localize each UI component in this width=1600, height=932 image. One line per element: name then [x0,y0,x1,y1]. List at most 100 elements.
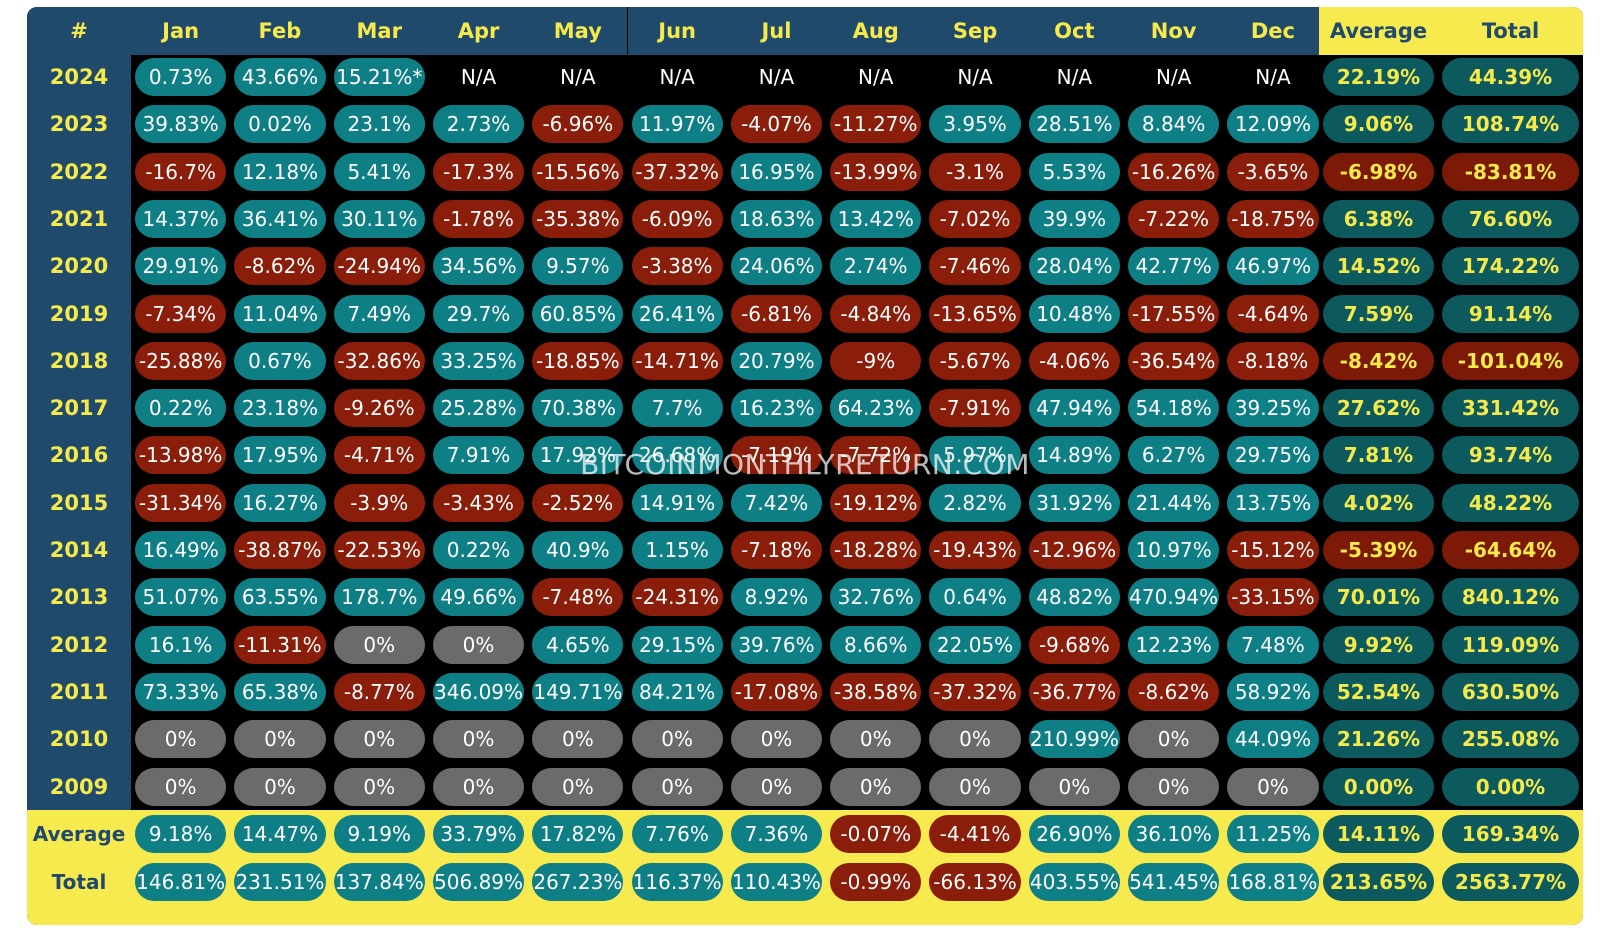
cell-value: 31.92% [1028,483,1120,522]
cell-value: 16.95% [730,152,823,191]
cell-value: 44.09% [1227,720,1319,759]
cell-value: 29.75% [1227,436,1319,475]
cell-value: -66.13% [929,862,1021,901]
cell-value: 231.51% [234,862,326,901]
cell-value: 2563.77% [1442,862,1579,901]
cell-value: -36.54% [1128,341,1220,380]
cell-value: -17.55% [1128,294,1220,333]
cell-value: -83.81% [1442,152,1579,191]
column-header-aug: Aug [826,7,926,55]
cell-value: 36.10% [1128,815,1220,853]
cell-value: -33.15% [1227,578,1319,617]
cell-value: -6.09% [631,199,723,238]
cell-value: 21.44% [1128,483,1220,522]
cell-value: 40.9% [532,531,624,569]
cell-value: 5.41% [333,152,425,191]
cell-value: 26.68% [631,436,723,475]
cell-value: N/A [560,65,596,89]
cell-value: 0.00% [1442,767,1579,806]
cell-value: 169.34% [1442,815,1579,853]
cell-value: 46.97% [1227,247,1319,286]
cell-value: -25.88% [135,341,227,380]
cell-value: 11.25% [1227,815,1319,853]
cell-value: N/A [1255,65,1291,89]
row-label-2016: 2016 [49,443,109,468]
column-header-apr: Apr [428,7,529,55]
row-label-2021: 2021 [49,206,109,231]
cell-value: 840.12% [1442,578,1579,617]
cell-value: 84.21% [631,672,723,711]
cell-value: -4.41% [929,815,1021,853]
cell-value: 60.85% [532,294,624,333]
cell-value: 137.84% [333,862,425,901]
cell-value: 110.43% [730,862,823,901]
cell-value: -31.34% [135,483,227,522]
cell-value: 213.65% [1323,862,1434,901]
cell-value: -3.1% [929,152,1021,191]
cell-value: 7.7% [631,389,723,428]
cell-value: 2.73% [432,105,525,144]
cell-value: 26.41% [631,294,723,333]
cell-value: -8.62% [1128,672,1220,711]
cell-value: 541.45% [1128,862,1220,901]
cell-value: 267.23% [532,862,624,901]
cell-value: 32.76% [830,578,922,617]
cell-value: -22.53% [333,531,425,569]
cell-value: 3.95% [929,105,1021,144]
cell-value: 0% [234,720,326,759]
row-label-2011: 2011 [49,679,109,704]
cell-value: -37.32% [631,152,723,191]
cell-value: 70.01% [1323,578,1434,617]
cell-value: N/A [858,65,894,89]
cell-value: -7.22% [1128,199,1220,238]
column-header-dec: Dec [1223,7,1323,55]
column-header-jun: Jun [627,7,727,55]
cell-value: 2.82% [929,483,1021,522]
cell-value: 4.65% [532,625,624,664]
cell-value: 0% [432,767,525,806]
cell-value: 54.18% [1128,389,1220,428]
cell-value: 0% [830,720,922,759]
cell-value: -4.84% [830,294,922,333]
cell-value: -11.31% [234,625,326,664]
cell-value: -9.26% [333,389,425,428]
cell-value: 0.22% [135,389,227,428]
cell-value: 8.66% [830,625,922,664]
year-column-band [27,55,131,811]
cell-value: 7.36% [730,815,823,853]
row-label-2015: 2015 [49,490,109,515]
cell-value: 36.41% [234,199,326,238]
cell-value: -11.27% [830,105,922,144]
cell-value: -32.86% [333,341,425,380]
cell-value: -4.06% [1028,341,1120,380]
cell-value: 5.53% [1028,152,1120,191]
cell-value: -8.18% [1227,341,1319,380]
column-header-jan: Jan [131,7,231,55]
cell-value: -5.67% [929,341,1021,380]
cell-value: 12.23% [1128,625,1220,664]
cell-value: 15.21%* [333,58,425,96]
row-label-2022: 2022 [49,159,109,184]
cell-value: 0.02% [234,105,326,144]
cell-value: 630.50% [1442,672,1579,711]
cell-value: 29.7% [432,294,525,333]
cell-value: 168.81% [1227,862,1319,901]
cell-value: 58.92% [1227,672,1319,711]
cell-value: -38.58% [830,672,922,711]
cell-value: N/A [460,65,497,89]
cell-value: 7.42% [730,483,823,522]
cell-value: -0.07% [830,815,922,853]
cell-value: 10.97% [1128,531,1220,569]
cell-value: -2.52% [532,483,624,522]
column-header-average: Average [1319,7,1438,55]
cell-value: 7.59% [1323,294,1434,333]
cell-value: 13.42% [830,199,922,238]
cell-value: 0% [432,720,525,759]
cell-value: -16.7% [135,152,227,191]
cell-value: N/A [957,65,993,89]
cell-value: 7.81% [1323,436,1434,475]
cell-value: -5.39% [1323,531,1434,569]
cell-value: 39.76% [730,625,823,664]
column-header-may: May [528,7,628,55]
cell-value: 0% [432,625,525,664]
